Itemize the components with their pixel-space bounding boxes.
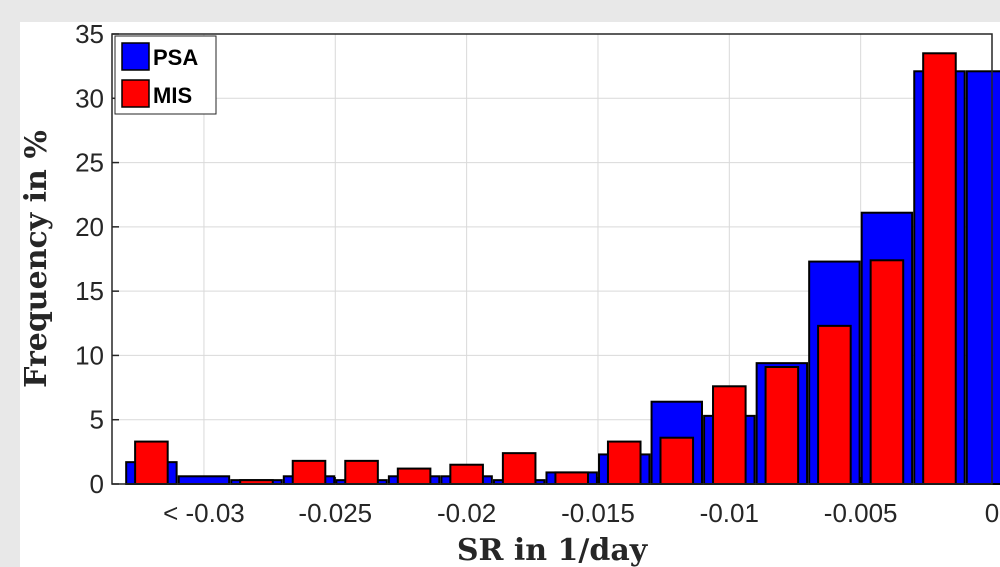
plot-frame [111, 33, 993, 485]
x-tick-label: 0 [985, 498, 999, 528]
bar-mis [449, 463, 484, 486]
x-tick-label: -0.02 [437, 498, 496, 528]
bar-mis [606, 440, 642, 486]
bar-mis [817, 324, 852, 485]
bar-psa [177, 475, 231, 485]
y-tick-label: 15 [75, 276, 104, 306]
bars [125, 52, 1000, 486]
histogram-chart: 0 5 10 15 20 25 30 35 < -0.03 -0.025 -0.02 -0.015 -… [20, 22, 1000, 567]
bar-mis [869, 259, 905, 485]
legend-label-mis: MIS [153, 83, 192, 108]
bar-mis [554, 471, 589, 485]
x-tick-label: -0.025 [298, 498, 372, 528]
y-tick-label: 25 [75, 148, 104, 178]
bar-mis [922, 52, 957, 486]
y-tick-labels: 0 5 10 15 20 25 30 35 [75, 22, 104, 499]
bar-mis [659, 436, 695, 486]
y-tick-label: 30 [75, 83, 104, 113]
legend-swatch-mis [121, 79, 150, 108]
bar-mis [344, 459, 379, 486]
y-tick-label: 10 [75, 340, 104, 370]
bar-mis [764, 366, 800, 485]
x-tick-label: -0.01 [700, 498, 759, 528]
bar-psa [965, 70, 1000, 486]
x-tick-label: -0.015 [561, 498, 635, 528]
y-tick-label: 0 [90, 469, 104, 499]
bar-mis [291, 459, 327, 486]
bar-mis [134, 440, 169, 486]
y-tick-label: 5 [90, 405, 104, 435]
y-tick-label: 35 [75, 22, 104, 49]
bar-mis [712, 385, 747, 485]
x-tick-label: -0.005 [824, 498, 898, 528]
bar-mis [501, 452, 537, 485]
x-tick-label: < -0.03 [163, 498, 245, 528]
bar-mis [396, 467, 432, 486]
legend-label-psa: PSA [153, 45, 198, 70]
figure-background: 0 5 10 15 20 25 30 35 < -0.03 -0.025 -0.02 -0.015 -… [20, 22, 1000, 567]
y-tick-label: 20 [75, 212, 104, 242]
legend-swatch-psa [121, 42, 150, 71]
x-axis-label: SR in 1/day [457, 533, 649, 567]
x-tick-labels: < -0.03 -0.025 -0.02 -0.015 -0.01 -0.005 0 [163, 498, 999, 528]
y-axis-label: Frequency in % [20, 130, 54, 388]
legend: PSA MIS [114, 35, 217, 115]
